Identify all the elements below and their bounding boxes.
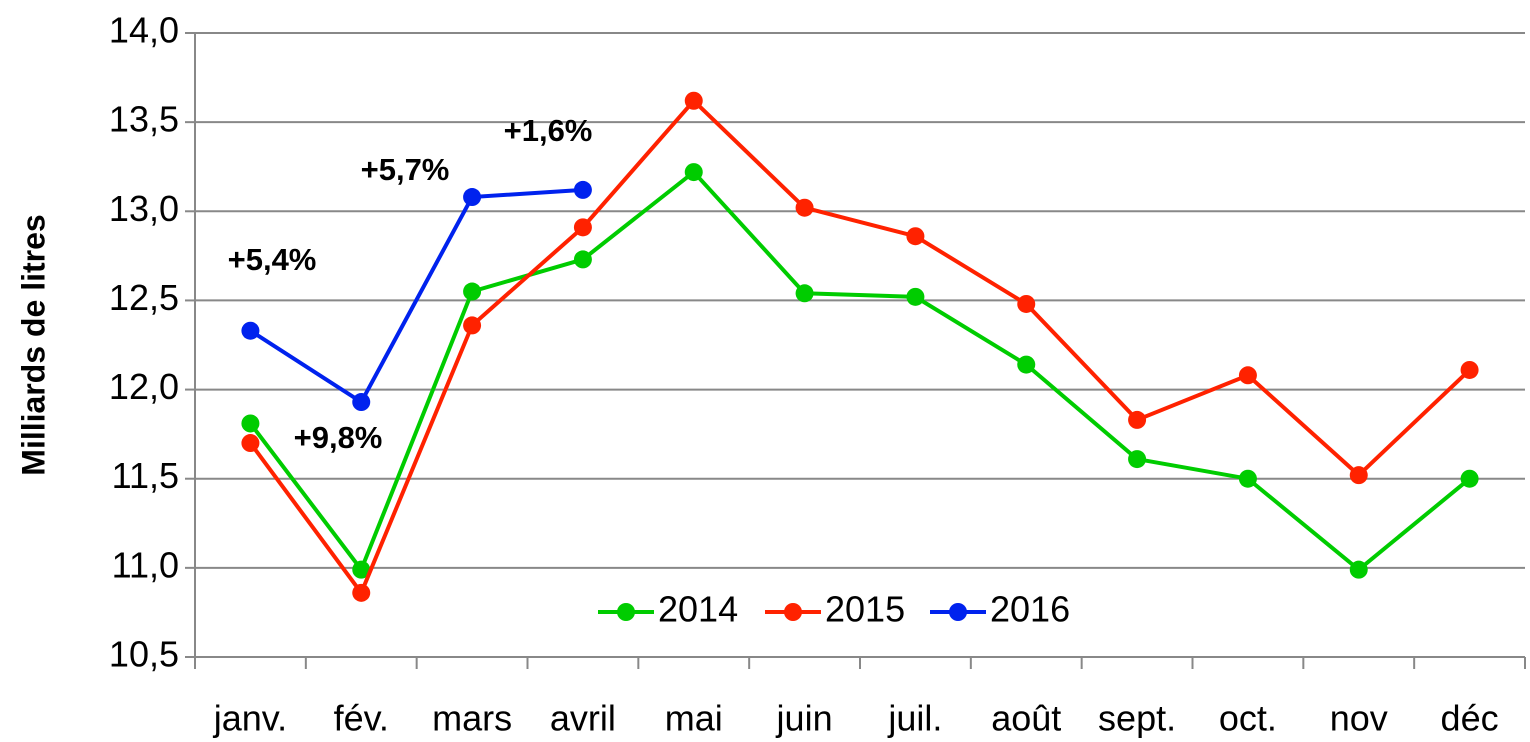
point <box>1238 366 1257 385</box>
legend-label: 2015 <box>825 589 905 630</box>
point <box>1349 466 1368 485</box>
legend-marker <box>949 603 967 621</box>
legend-label: 2014 <box>658 589 738 630</box>
annotation: +5,7% <box>361 152 450 187</box>
point <box>795 284 814 303</box>
y-tick-label: 12,5 <box>109 277 179 318</box>
series-line <box>248 169 1471 574</box>
y-tick-label: 11,5 <box>112 455 179 496</box>
point <box>241 321 260 340</box>
y-tick-label: 13,5 <box>109 99 179 140</box>
point <box>684 163 703 182</box>
y-axis-title: Milliards de litres <box>15 214 51 475</box>
point <box>1017 294 1036 313</box>
y-tick-label: 11,0 <box>112 544 179 585</box>
point <box>1017 355 1036 374</box>
point <box>795 198 814 217</box>
x-tick-label: déc <box>1441 698 1499 739</box>
point <box>1349 560 1368 579</box>
annotation: +9,8% <box>294 420 383 455</box>
x-tick-label: sept. <box>1098 698 1176 739</box>
y-tick-label: 13,0 <box>109 188 179 229</box>
point <box>463 282 482 301</box>
x-tick-label: avril <box>550 698 616 739</box>
legend-label: 2016 <box>990 589 1070 630</box>
point <box>1128 450 1147 469</box>
point <box>241 434 260 453</box>
point <box>1460 360 1479 379</box>
point <box>906 227 925 246</box>
point <box>573 250 592 269</box>
annotation: +1,6% <box>504 113 593 148</box>
y-tick-label: 14,0 <box>109 10 179 51</box>
x-tick-label: juil. <box>887 698 942 739</box>
point <box>1238 469 1257 488</box>
series-line <box>248 97 1471 597</box>
annotation: +5,4% <box>228 242 317 277</box>
point <box>1128 410 1147 429</box>
point <box>463 316 482 335</box>
x-tick-label: nov <box>1330 698 1388 739</box>
y-tick-label: 12,0 <box>109 366 179 407</box>
x-tick-label: mars <box>432 698 512 739</box>
point <box>352 393 371 412</box>
point <box>463 188 482 207</box>
legend-marker <box>617 603 635 621</box>
point <box>352 583 371 602</box>
x-tick-label: août <box>991 698 1061 739</box>
x-tick-label: fév. <box>334 698 389 739</box>
point <box>684 91 703 110</box>
x-tick-label: juin <box>776 698 833 739</box>
x-tick-label: oct. <box>1219 698 1277 739</box>
x-tick-label: janv. <box>213 698 287 739</box>
x-tick-label: mai <box>665 698 723 739</box>
legend-marker <box>784 603 802 621</box>
point <box>906 287 925 306</box>
point <box>1460 469 1479 488</box>
series-line <box>249 187 584 405</box>
y-tick-label: 10,5 <box>109 634 179 675</box>
point <box>573 218 592 237</box>
point <box>573 180 592 199</box>
point <box>241 414 260 433</box>
point <box>352 560 371 579</box>
